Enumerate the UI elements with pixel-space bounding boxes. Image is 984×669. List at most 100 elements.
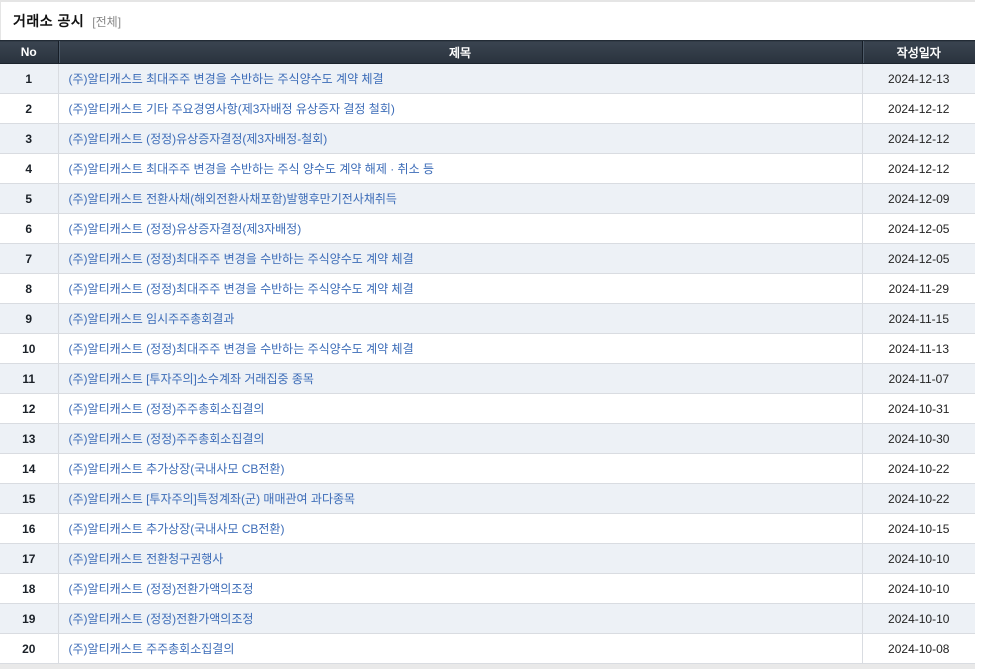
- row-date: 2024-12-09: [861, 183, 975, 214]
- row-date: 2024-10-30: [861, 423, 975, 454]
- row-number: 6: [0, 213, 58, 244]
- disclosure-link[interactable]: (주)알티캐스트 (정정)최대주주 변경을 수반하는 주식양수도 계약 체결: [68, 252, 414, 266]
- table-row: 3 (주)알티캐스트 (정정)유상증자결정(제3자배정-철회) 2024-12-12: [0, 123, 975, 154]
- disclosure-link[interactable]: (주)알티캐스트 최대주주 변경을 수반하는 주식양수도 계약 체결: [68, 72, 384, 86]
- table-row: 13 (주)알티캐스트 (정정)주주총회소집결의 2024-10-30: [0, 423, 975, 454]
- table-row: 14 (주)알티캐스트 추가상장(국내사모 CB전환) 2024-10-22: [0, 453, 975, 484]
- row-date: 2024-12-05: [861, 213, 975, 244]
- disclosure-link[interactable]: (주)알티캐스트 (정정)주주총회소집결의: [68, 432, 265, 446]
- row-date: 2024-10-10: [861, 573, 975, 604]
- row-title-cell: (주)알티캐스트 (정정)주주총회소집결의: [57, 423, 862, 454]
- disclosure-link[interactable]: (주)알티캐스트 (정정)유상증자결정(제3자배정): [68, 222, 302, 236]
- row-number: 8: [0, 273, 58, 304]
- row-title-cell: (주)알티캐스트 (정정)최대주주 변경을 수반하는 주식양수도 계약 체결: [57, 333, 862, 364]
- disclosure-link[interactable]: (주)알티캐스트 (정정)주주총회소집결의: [68, 402, 265, 416]
- row-title-cell: (주)알티캐스트 (정정)유상증자결정(제3자배정-철회): [57, 123, 862, 154]
- row-title-cell: (주)알티캐스트 (정정)최대주주 변경을 수반하는 주식양수도 계약 체결: [57, 243, 862, 274]
- table-row: 5 (주)알티캐스트 전환사채(해외전환사채포함)발행후만기전사채취득 2024-1…: [0, 183, 975, 214]
- row-date: 2024-11-07: [861, 363, 975, 394]
- row-number: 14: [0, 453, 58, 484]
- row-title-cell: (주)알티캐스트 (정정)유상증자결정(제3자배정): [57, 213, 862, 244]
- row-number: 1: [0, 63, 58, 94]
- disclosure-link[interactable]: (주)알티캐스트 추가상장(국내사모 CB전환): [68, 462, 285, 476]
- table-row: 4 (주)알티캐스트 최대주주 변경을 수반하는 주식 양수도 계약 해제 · 취…: [0, 153, 975, 184]
- row-date: 2024-10-22: [861, 483, 975, 514]
- row-date: 2024-10-10: [861, 603, 975, 634]
- table-row: 19 (주)알티캐스트 (정정)전환가액의조정 2024-10-10: [0, 603, 975, 634]
- disclosure-table: No 제목 작성일자 1 (주)알티캐스트 최대주주 변경을 수반하는 주식양수도…: [0, 40, 975, 664]
- column-header-date: 작성일자: [861, 40, 975, 64]
- row-date: 2024-11-15: [861, 303, 975, 334]
- board-titlebar: 거래소 공시 [전체]: [0, 2, 975, 40]
- table-row: 15 (주)알티캐스트 [투자주의]특정계좌(군) 매매관여 과다종목 2024-1…: [0, 483, 975, 514]
- disclosure-link[interactable]: (주)알티캐스트 전환사채(해외전환사채포함)발행후만기전사채취득: [68, 192, 397, 206]
- row-number: 20: [0, 633, 58, 664]
- row-title-cell: (주)알티캐스트 전환사채(해외전환사채포함)발행후만기전사채취득: [57, 183, 862, 214]
- row-number: 13: [0, 423, 58, 454]
- row-number: 10: [0, 333, 58, 364]
- disclosure-link[interactable]: (주)알티캐스트 [투자주의]특정계좌(군) 매매관여 과다종목: [68, 492, 356, 506]
- disclosure-link[interactable]: (주)알티캐스트 전환청구권행사: [68, 552, 224, 566]
- row-title-cell: (주)알티캐스트 주주총회소집결의: [57, 633, 862, 664]
- row-number: 4: [0, 153, 58, 184]
- disclosure-link[interactable]: (주)알티캐스트 (정정)전환가액의조정: [68, 582, 254, 596]
- disclosure-link[interactable]: (주)알티캐스트 (정정)최대주주 변경을 수반하는 주식양수도 계약 체결: [68, 282, 414, 296]
- table-row: 10 (주)알티캐스트 (정정)최대주주 변경을 수반하는 주식양수도 계약 체결…: [0, 333, 975, 364]
- row-title-cell: (주)알티캐스트 최대주주 변경을 수반하는 주식 양수도 계약 해제 · 취소…: [57, 153, 862, 184]
- row-title-cell: (주)알티캐스트 (정정)전환가액의조정: [57, 603, 862, 634]
- page-title: 거래소 공시: [13, 13, 85, 29]
- disclosure-link[interactable]: (주)알티캐스트 기타 주요경영사항(제3자배정 유상증자 결정 철회): [68, 102, 395, 116]
- row-title-cell: (주)알티캐스트 [투자주의]특정계좌(군) 매매관여 과다종목: [57, 483, 862, 514]
- row-number: 11: [0, 363, 58, 394]
- disclosure-link[interactable]: (주)알티캐스트 추가상장(국내사모 CB전환): [68, 522, 285, 536]
- row-title-cell: (주)알티캐스트 최대주주 변경을 수반하는 주식양수도 계약 체결: [57, 63, 862, 94]
- row-number: 18: [0, 573, 58, 604]
- row-number: 7: [0, 243, 58, 274]
- disclosure-link[interactable]: (주)알티캐스트 최대주주 변경을 수반하는 주식 양수도 계약 해제 · 취소…: [68, 162, 435, 176]
- row-number: 15: [0, 483, 58, 514]
- disclosure-link[interactable]: (주)알티캐스트 (정정)최대주주 변경을 수반하는 주식양수도 계약 체결: [68, 342, 414, 356]
- table-row: 16 (주)알티캐스트 추가상장(국내사모 CB전환) 2024-10-15: [0, 513, 975, 544]
- disclosure-link[interactable]: (주)알티캐스트 (정정)유상증자결정(제3자배정-철회): [68, 132, 328, 146]
- row-number: 12: [0, 393, 58, 424]
- row-title-cell: (주)알티캐스트 (정정)전환가액의조정: [57, 573, 862, 604]
- row-date: 2024-10-31: [861, 393, 975, 424]
- row-date: 2024-10-08: [861, 633, 975, 664]
- row-date: 2024-12-05: [861, 243, 975, 274]
- table-row: 7 (주)알티캐스트 (정정)최대주주 변경을 수반하는 주식양수도 계약 체결 2…: [0, 243, 975, 274]
- row-title-cell: (주)알티캐스트 (정정)최대주주 변경을 수반하는 주식양수도 계약 체결: [57, 273, 862, 304]
- disclosure-link[interactable]: (주)알티캐스트 [투자주의]소수계좌 거래집중 종목: [68, 372, 314, 386]
- row-number: 19: [0, 603, 58, 634]
- row-number: 3: [0, 123, 58, 154]
- row-date: 2024-11-29: [861, 273, 975, 304]
- row-title-cell: (주)알티캐스트 임시주주총회결과: [57, 303, 862, 334]
- disclosure-link[interactable]: (주)알티캐스트 임시주주총회결과: [68, 312, 235, 326]
- row-title-cell: (주)알티캐스트 기타 주요경영사항(제3자배정 유상증자 결정 철회): [57, 93, 862, 124]
- row-date: 2024-12-12: [861, 123, 975, 154]
- row-date: 2024-12-12: [861, 93, 975, 124]
- row-number: 9: [0, 303, 58, 334]
- table-row: 17 (주)알티캐스트 전환청구권행사 2024-10-10: [0, 543, 975, 574]
- row-number: 5: [0, 183, 58, 214]
- table-row: 20 (주)알티캐스트 주주총회소집결의 2024-10-08: [0, 633, 975, 664]
- row-title-cell: (주)알티캐스트 추가상장(국내사모 CB전환): [57, 513, 862, 544]
- table-row: 8 (주)알티캐스트 (정정)최대주주 변경을 수반하는 주식양수도 계약 체결 2…: [0, 273, 975, 304]
- table-row: 6 (주)알티캐스트 (정정)유상증자결정(제3자배정) 2024-12-05: [0, 213, 975, 244]
- table-header: No 제목 작성일자: [0, 40, 975, 64]
- row-date: 2024-10-22: [861, 453, 975, 484]
- row-title-cell: (주)알티캐스트 전환청구권행사: [57, 543, 862, 574]
- row-date: 2024-11-13: [861, 333, 975, 364]
- row-date: 2024-12-13: [861, 63, 975, 94]
- table-row: 1 (주)알티캐스트 최대주주 변경을 수반하는 주식양수도 계약 체결 2024-…: [0, 63, 975, 94]
- row-date: 2024-10-10: [861, 543, 975, 574]
- row-date: 2024-10-15: [861, 513, 975, 544]
- table-row: 12 (주)알티캐스트 (정정)주주총회소집결의 2024-10-31: [0, 393, 975, 424]
- table-row: 9 (주)알티캐스트 임시주주총회결과 2024-11-15: [0, 303, 975, 334]
- disclosure-link[interactable]: (주)알티캐스트 (정정)전환가액의조정: [68, 612, 254, 626]
- table-row: 18 (주)알티캐스트 (정정)전환가액의조정 2024-10-10: [0, 573, 975, 604]
- row-number: 2: [0, 93, 58, 124]
- row-title-cell: (주)알티캐스트 추가상장(국내사모 CB전환): [57, 453, 862, 484]
- row-date: 2024-12-12: [861, 153, 975, 184]
- row-number: 16: [0, 513, 58, 544]
- disclosure-link[interactable]: (주)알티캐스트 주주총회소집결의: [68, 642, 235, 656]
